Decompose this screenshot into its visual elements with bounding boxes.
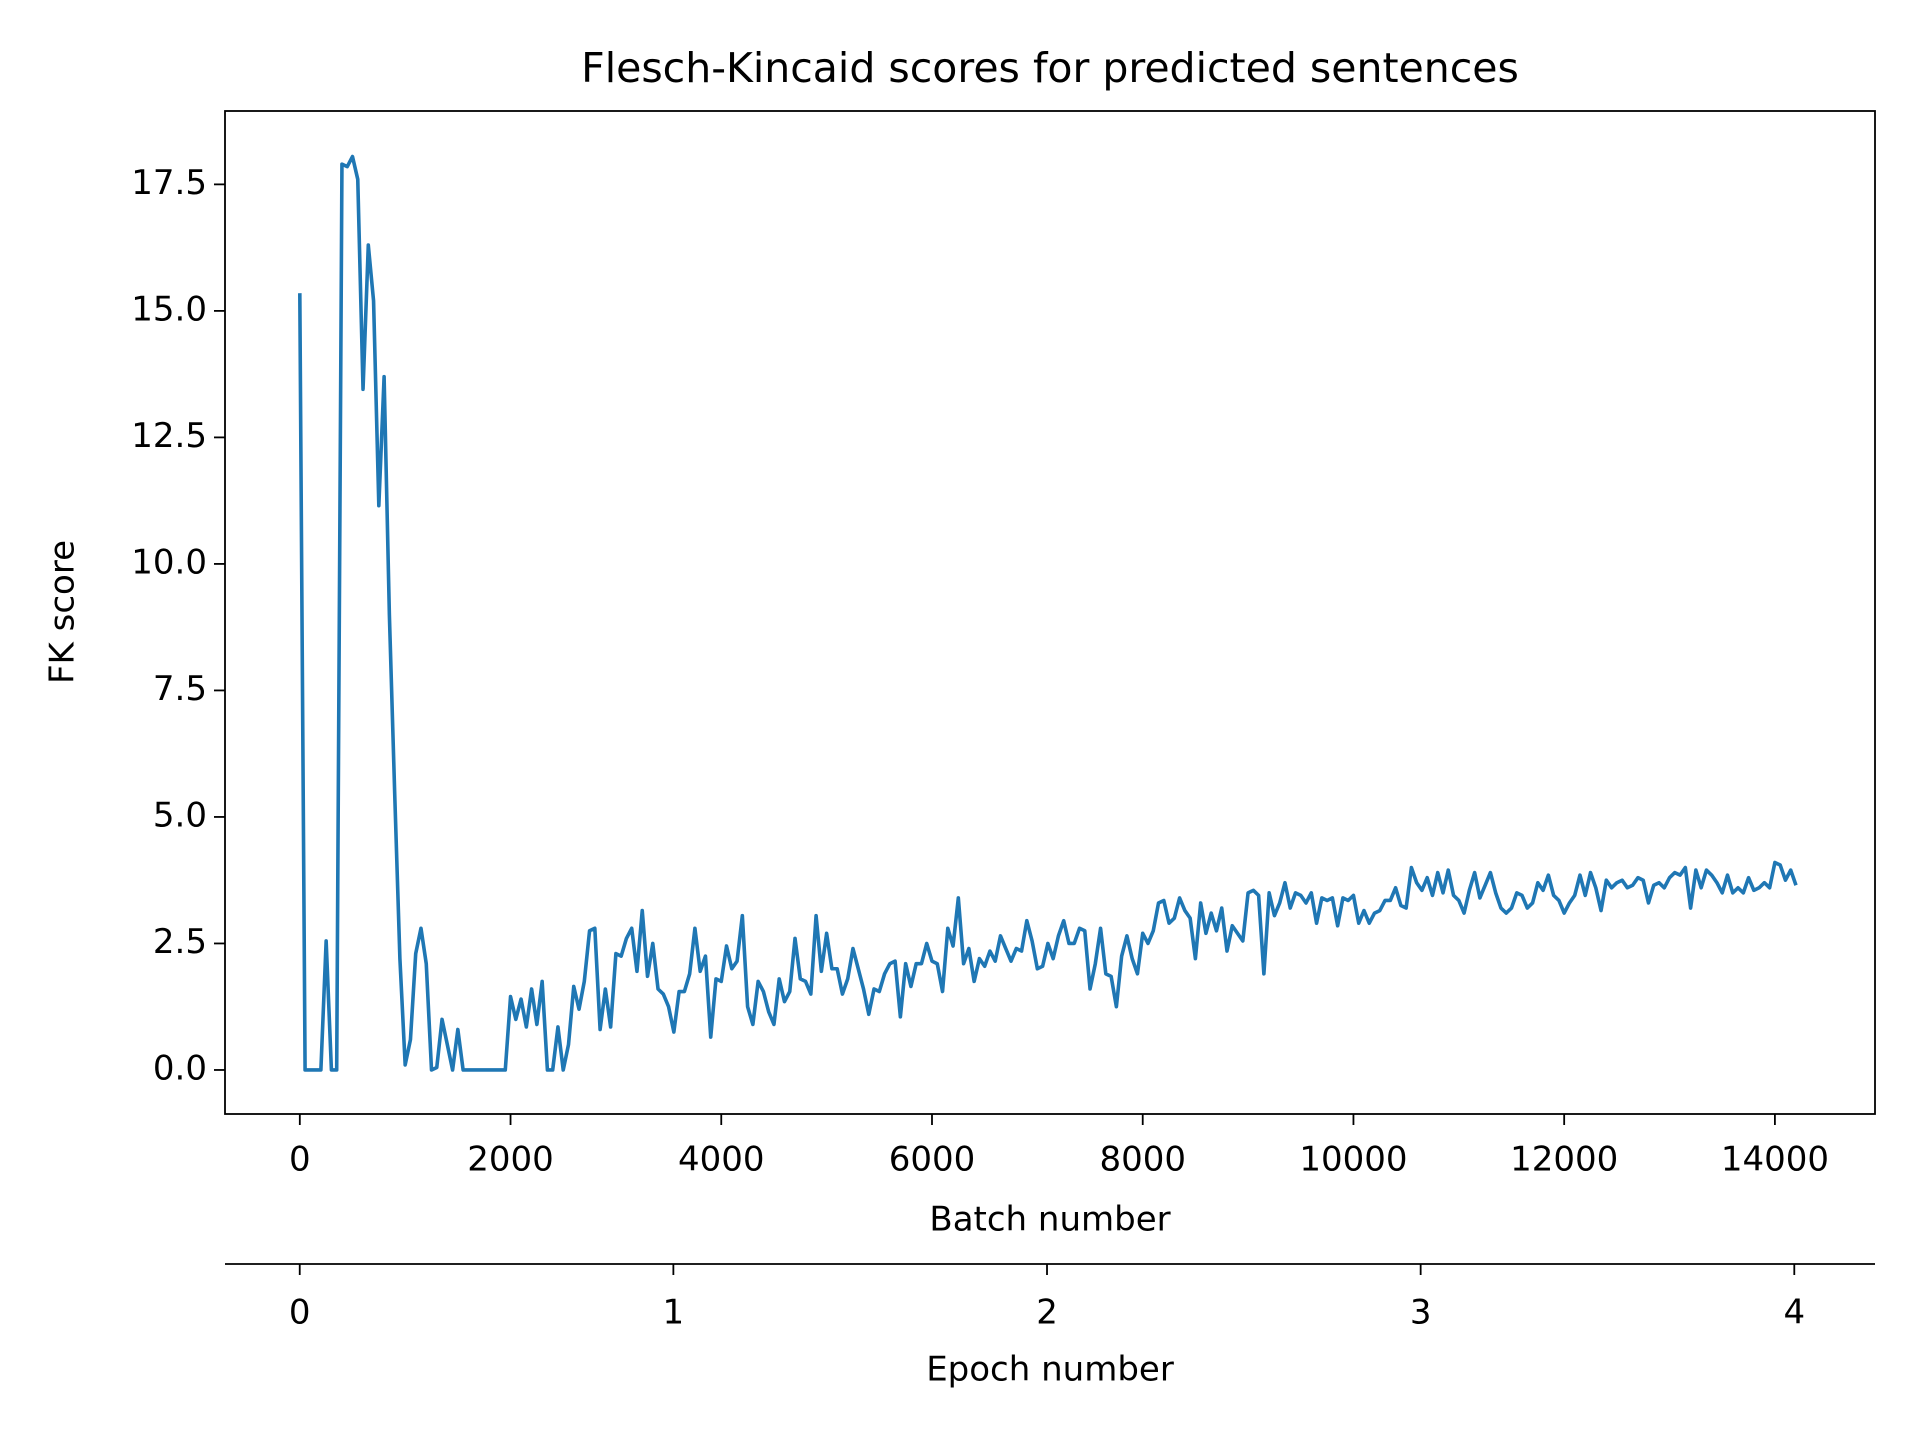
x-tick-label: 2000 xyxy=(467,1140,554,1180)
x-axis-label: Batch number xyxy=(929,1200,1170,1240)
x2-tick-label: 0 xyxy=(289,1293,311,1333)
x-tick-label: 8000 xyxy=(1099,1140,1186,1180)
x-tick-label: 14000 xyxy=(1721,1140,1829,1180)
x2-tick-label: 4 xyxy=(1783,1293,1805,1333)
x-tick-label: 10000 xyxy=(1299,1140,1407,1180)
y-axis-label: FK score xyxy=(43,540,83,684)
x2-tick-label: 1 xyxy=(663,1293,685,1333)
y-tick-label: 2.5 xyxy=(153,922,207,962)
y-tick-label: 7.5 xyxy=(153,669,207,709)
x-tick-label: 6000 xyxy=(889,1140,976,1180)
y-tick-label: 17.5 xyxy=(131,163,207,203)
y-tick-label: 15.0 xyxy=(131,289,207,329)
x-tick-label: 4000 xyxy=(678,1140,765,1180)
plot-frame xyxy=(224,110,1876,1115)
data-line xyxy=(298,154,1798,1072)
x2-tick-label: 3 xyxy=(1410,1293,1432,1333)
x-tick-label: 0 xyxy=(289,1140,311,1180)
y-tick-label: 10.0 xyxy=(131,542,207,582)
y-tick-label: 0.0 xyxy=(153,1048,207,1088)
x-tick-label: 12000 xyxy=(1510,1140,1618,1180)
y-tick-label: 12.5 xyxy=(131,416,207,456)
x2-tick-label: 2 xyxy=(1036,1293,1058,1333)
chart-title: Flesch-Kincaid scores for predicted sent… xyxy=(581,44,1519,92)
y-tick-label: 5.0 xyxy=(153,795,207,835)
x2-axis-label: Epoch number xyxy=(926,1350,1174,1390)
